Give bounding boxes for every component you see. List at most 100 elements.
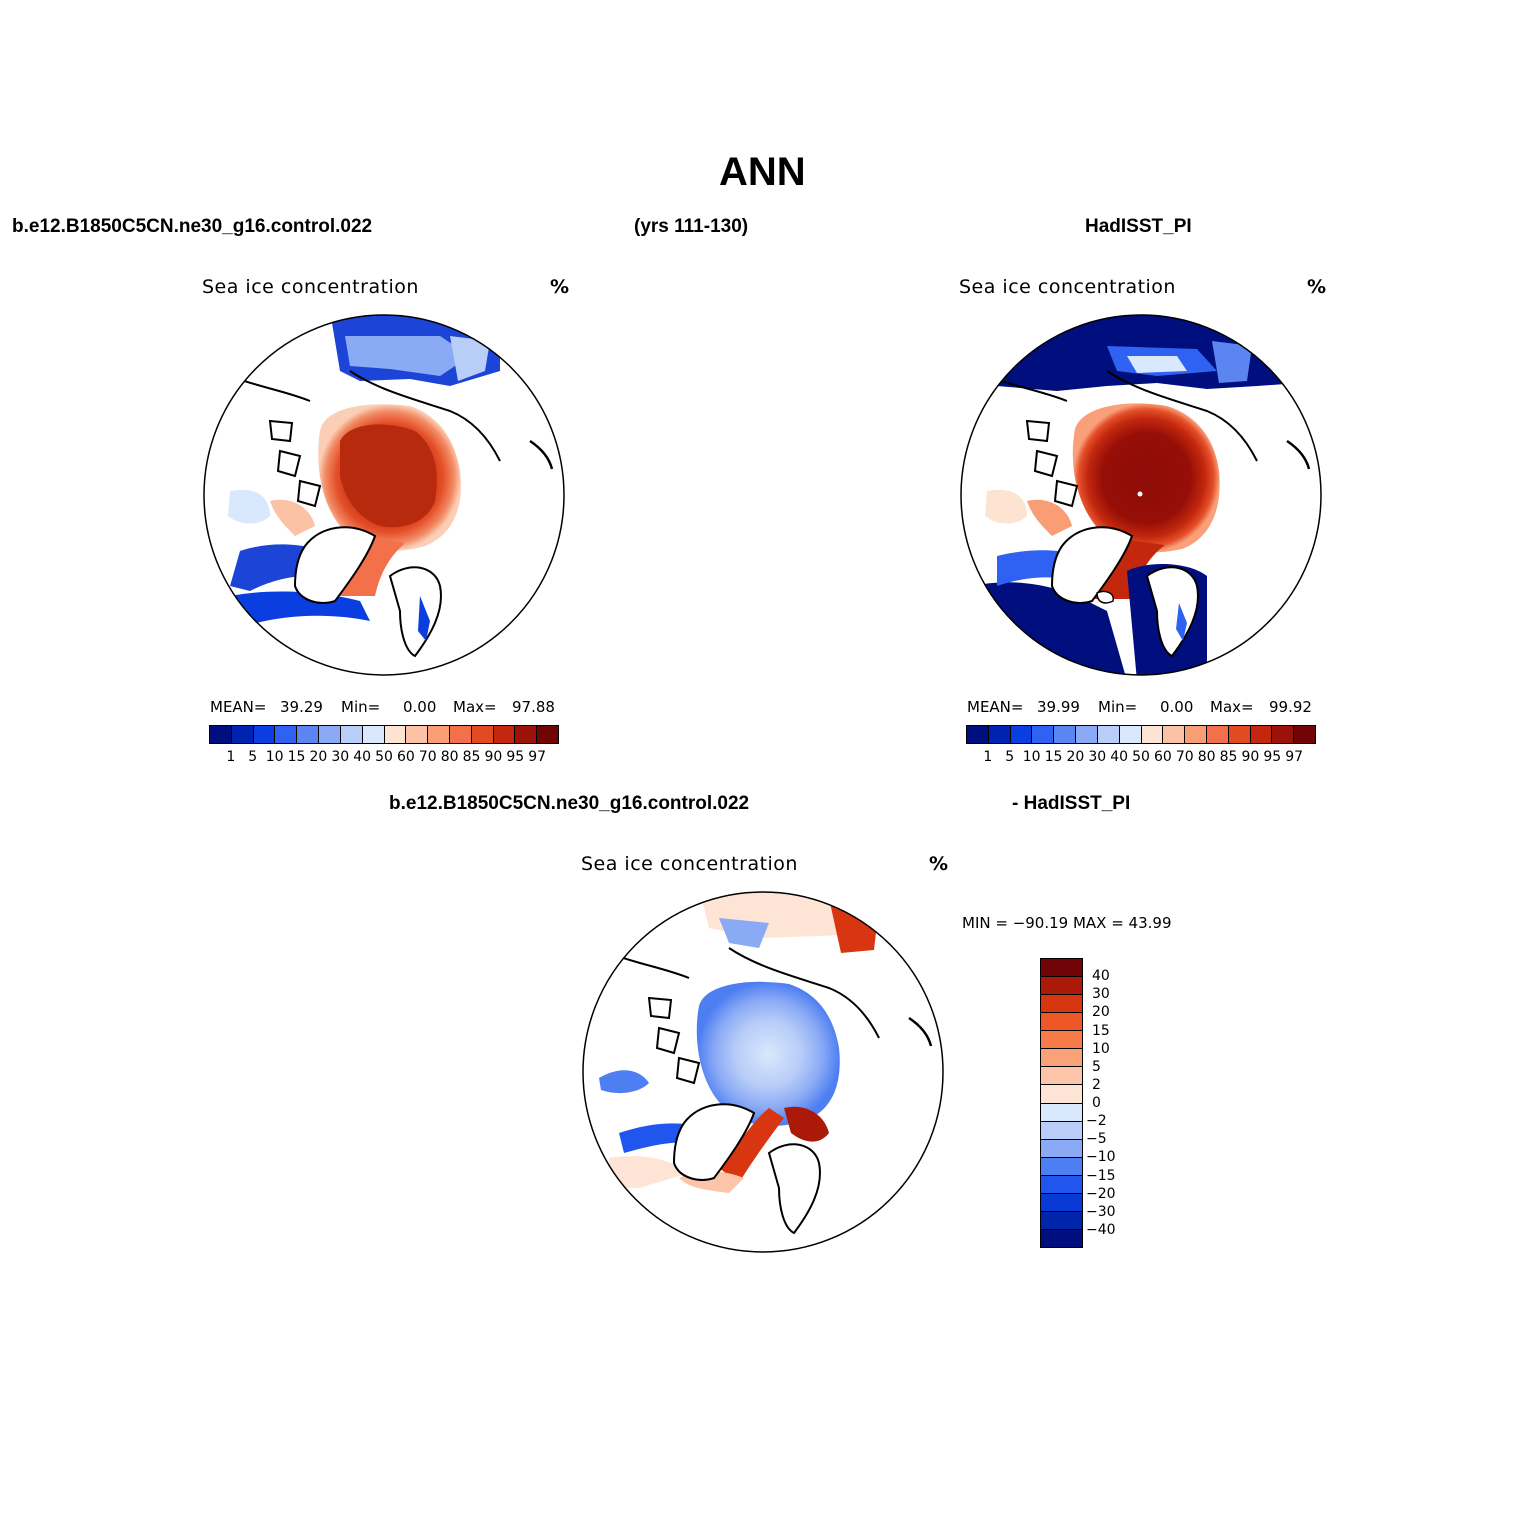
diff-unit: % [929,853,949,875]
model-colorbar-tick-label: 90 [484,749,503,765]
obs-colorbar-swatch [1097,726,1120,743]
diff-colorbar-swatch [1041,1139,1082,1158]
diff-colorbar-tick-label: 20 [1092,1004,1110,1021]
obs-colorbar-swatch [1119,726,1142,743]
figure-title: ANN [719,150,806,194]
diff-colorbar-tick-label: 5 [1092,1058,1101,1075]
model-colorbar-tick-label: 95 [506,749,525,765]
obs-colorbar-tick-label: 10 [1022,749,1041,765]
model-colorbar-tick-label: 80 [440,749,459,765]
obs-colorbar-tick-label: 90 [1241,749,1260,765]
obs-colorbar-tick-label: 95 [1263,749,1282,765]
obs-colorbar-tick-label: 40 [1110,749,1129,765]
model-colorbar-swatch [493,726,516,743]
model-colorbar-tick-label: 15 [287,749,306,765]
obs-max-label: Max= [1210,698,1254,716]
obs-colorbar-tick-label: 20 [1066,749,1085,765]
diff-colorbar-swatch [1041,959,1082,978]
model-colorbar-swatch [275,726,298,743]
obs-colorbar-swatch [1032,726,1055,743]
diff-minmax: MIN = −90.19 MAX = 43.99 [962,914,1172,932]
difference-colorbar-ticks: 40 30 20 15 10 5 2 0 −2 −5 −10 −15 −20 −30 −40 [1086,958,1152,1248]
obs-max-value: 99.92 [1269,698,1312,716]
obs-colorbar-tick-label: 70 [1175,749,1194,765]
obs-colorbar-tick-label: 60 [1153,749,1172,765]
model-colorbar-swatch [515,726,538,743]
panel-model-unit: % [550,276,570,298]
model-colorbar-swatch [362,726,385,743]
model-colorbar-tick-label: 5 [248,749,258,765]
obs-polar-map [960,314,1322,676]
model-colorbar-tick-label: 85 [462,749,481,765]
model-colorbar [209,725,559,744]
obs-colorbar-tick-label: 1 [983,749,993,765]
obs-colorbar-swatch [1010,726,1033,743]
model-colorbar-tick-label: 1 [226,749,236,765]
model-colorbar-swatch [231,726,254,743]
model-colorbar-swatch [471,726,494,743]
model-colorbar-tick-label: 97 [528,749,547,765]
model-colorbar-tick-label: 50 [375,749,393,765]
diff-colorbar-swatch [1041,1013,1082,1032]
diff-colorbar-swatch [1041,1103,1082,1122]
diff-colorbar-swatch [1041,1031,1082,1050]
obs-colorbar-swatch [1163,726,1186,743]
years-range: (yrs 111-130) [634,216,749,237]
difference-polar-map [582,891,944,1253]
model-colorbar-swatch [319,726,341,743]
diff-colorbar-tick-label: 2 [1092,1076,1101,1093]
diff-colorbar-swatch [1041,1211,1082,1230]
obs-mean-value: 39.99 [1037,698,1080,716]
diff-colorbar-swatch [1041,977,1082,996]
model-colorbar-tick-label: 70 [418,749,437,765]
model-colorbar-swatch [449,726,472,743]
obs-colorbar-tick-label: 5 [1005,749,1015,765]
diff-colorbar-tick-label: −15 [1086,1167,1116,1184]
obs-colorbar-tick-label: 80 [1197,749,1216,765]
obs-colorbar-swatch [1185,726,1207,743]
model-colorbar-swatch [297,726,320,743]
obs-colorbar-tick-label: 50 [1132,749,1150,765]
diff-colorbar-tick-label: −5 [1086,1131,1107,1148]
model-colorbar-swatch [340,726,363,743]
diff-colorbar-tick-label: −2 [1086,1113,1107,1130]
model-colorbar-tick-label: 10 [265,749,284,765]
diff-colorbar-swatch [1041,1085,1082,1104]
model-colorbar-swatch [406,726,429,743]
diff-colorbar-swatch [1041,1229,1082,1247]
obs-colorbar-tick-label: 97 [1285,749,1304,765]
panel-obs-unit: % [1307,276,1327,298]
obs-colorbar-swatch [967,726,989,743]
model-max-label: Max= [453,698,497,716]
diff-title-right: - HadISST_PI [1012,793,1131,814]
obs-mean-label: MEAN= [967,698,1024,716]
diff-colorbar-swatch [1041,1049,1082,1068]
obs-colorbar-swatch [1076,726,1098,743]
diff-colorbar-tick-label: 0 [1092,1095,1101,1111]
diff-colorbar-swatch [1041,1121,1082,1140]
diff-colorbar-tick-label: −30 [1086,1203,1116,1220]
obs-colorbar-tick-label: 85 [1219,749,1238,765]
obs-colorbar-tick-label: 30 [1088,749,1107,765]
model-mean-value: 39.29 [280,698,323,716]
model-colorbar-tick-label: 20 [309,749,328,765]
obs-colorbar-swatch [1206,726,1229,743]
obs-colorbar-swatch [1294,726,1315,743]
model-colorbar-swatch [253,726,276,743]
difference-colorbar [1040,958,1083,1248]
model-min-value: 0.00 [403,698,437,716]
model-colorbar-tick-label: 60 [396,749,415,765]
obs-colorbar-swatch [1250,726,1273,743]
diff-colorbar-swatch [1041,1193,1082,1212]
model-colorbar-tick-label: 40 [353,749,372,765]
diff-colorbar-tick-label: 15 [1092,1022,1110,1039]
obs-colorbar [966,725,1316,744]
obs-colorbar-swatch [1054,726,1077,743]
model-max-value: 97.88 [512,698,555,716]
model-min-label: Min= [341,698,381,716]
diff-colorbar-swatch [1041,1067,1082,1086]
diff-colorbar-tick-label: −10 [1086,1149,1116,1166]
obs-colorbar-swatch [1228,726,1251,743]
obs-colorbar-tick-label: 15 [1044,749,1063,765]
model-colorbar-swatch [428,726,450,743]
